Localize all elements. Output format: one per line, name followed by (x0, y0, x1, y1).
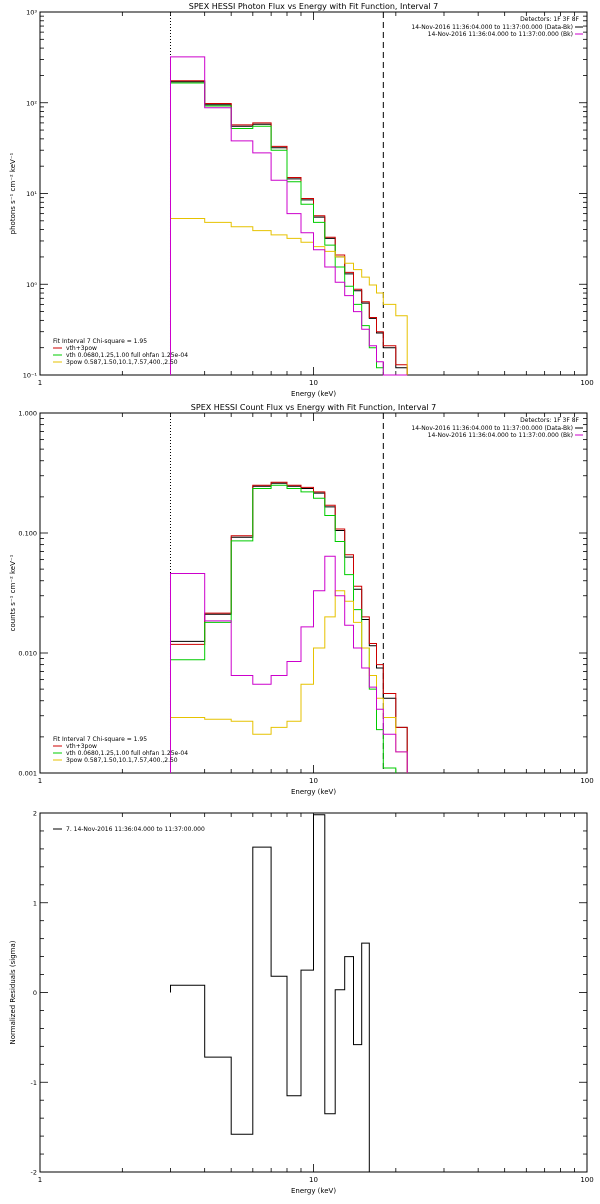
y-tick-label: -1 (31, 1079, 37, 1087)
x-tick-label: 10 (309, 777, 318, 785)
x-tick-label: 100 (580, 379, 593, 387)
legend-entry: vth+3pow (66, 345, 97, 352)
y-tick-label: -2 (31, 1169, 37, 1177)
y-tick-label: 10³ (26, 9, 37, 17)
series-residuals-line (170, 814, 370, 1172)
chart-panel-3: 1 10 100 Energy (keV) -2 -1 0 1 2 Normalized Resi… (9, 810, 594, 1196)
y-tick-label: 10⁰ (26, 281, 37, 289)
y-tick-label: 0.001 (18, 770, 37, 778)
x-tick-label: 1 (38, 1176, 42, 1184)
header-time-bk: 14-Nov-2016 11:36:04.000 to 11:37:00.000… (428, 432, 573, 439)
series-vth-line (170, 484, 397, 773)
legend-entry: 3pow 0.587,1.50,10.1,7.57,400.,2.50 (66, 757, 178, 764)
y-tick-label: 1 (33, 899, 37, 907)
header-time-data-bk: 14-Nov-2016 11:36:04.000 to 11:37:00.000… (411, 24, 573, 31)
x-tick-label: 100 (580, 777, 593, 785)
chart-panel-2: SPEX HESSI Count Flux vs Energy with Fit… (9, 403, 594, 796)
series-vth-line (170, 82, 384, 375)
legend-entry: 7. 14-Nov-2016 11:36:04.000 to 11:37:00.… (66, 826, 205, 833)
x-axis-label: Energy (keV) (291, 390, 336, 398)
chart-title: SPEX HESSI Photon Flux vs Energy with Fi… (189, 2, 439, 11)
legend-entry: 3pow 0.587,1.50,10.1,7.57,400.,2.50 (66, 359, 178, 366)
legend-heading: Fit Interval 7 Chi-square = 1.95 (53, 736, 147, 743)
y-tick-label: 0.100 (18, 530, 37, 538)
x-axis-label: Energy (keV) (291, 1187, 336, 1195)
y-tick-label: 1.000 (18, 410, 37, 418)
series-bk-line (170, 56, 408, 376)
chart-panel-1: SPEX HESSI Photon Flux vs Energy with Fi… (9, 2, 594, 398)
x-tick-label: 100 (580, 1176, 593, 1184)
y-tick-label: 10² (26, 99, 37, 107)
legend-entry: vth+3pow (66, 743, 97, 750)
x-tick-label: 10 (309, 1176, 318, 1184)
y-tick-label: 0 (33, 989, 37, 997)
y-tick-label: 2 (33, 810, 37, 818)
y-axis-label: photons s⁻¹ cm⁻² keV⁻¹ (9, 152, 17, 234)
header-time-data-bk: 14-Nov-2016 11:36:04.000 to 11:37:00.000… (411, 425, 573, 432)
x-tick-label: 10 (309, 379, 318, 387)
series-vth-3pow-line (170, 481, 408, 773)
x-tick-label: 1 (38, 379, 42, 387)
header-detectors: Detectors: 1F 3F 8F (520, 16, 579, 23)
header-detectors: Detectors: 1F 3F 8F (520, 417, 579, 424)
series-3pow-line (170, 218, 408, 375)
y-tick-label: 10⁻¹ (23, 372, 38, 380)
series-data-bk-line (170, 482, 408, 773)
legend-entry: vth 0.0680,1.25,1.00 full ohfan 1.25e-04 (66, 352, 188, 359)
series-bk-line (170, 555, 408, 773)
y-tick-label: 10¹ (26, 190, 37, 198)
series-vth-3pow-line (170, 80, 408, 375)
header-time-bk: 14-Nov-2016 11:36:04.000 to 11:37:00.000… (428, 31, 573, 38)
legend-heading: Fit Interval 7 Chi-square = 1.95 (53, 338, 147, 345)
legend-entry: vth 0.0680,1.25,1.00 full ohfan 1.25e-04 (66, 750, 188, 757)
chart-title: SPEX HESSI Count Flux vs Energy with Fit… (191, 403, 436, 412)
x-axis-label: Energy (keV) (291, 788, 336, 796)
series-3pow-line (170, 590, 408, 773)
series-data-bk-line (170, 81, 408, 375)
y-axis-label: counts s⁻¹ cm⁻² keV⁻¹ (9, 554, 17, 631)
y-axis-label: Normalized Residuals (sigma) (9, 940, 17, 1044)
y-tick-label: 0.010 (18, 650, 37, 658)
plot-frame (39, 11, 588, 376)
x-tick-label: 1 (38, 777, 42, 785)
